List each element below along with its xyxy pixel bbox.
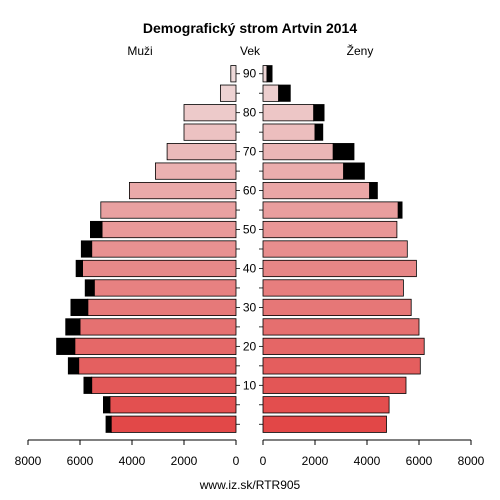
female-label: Ženy bbox=[347, 43, 374, 58]
female-excess-55-59 bbox=[397, 201, 403, 219]
male-label: Muži bbox=[127, 44, 152, 58]
age-tick-label: 30 bbox=[243, 300, 257, 314]
female-bar-25-29 bbox=[262, 318, 420, 336]
female-bars bbox=[262, 65, 425, 433]
male-bar-70-74 bbox=[166, 143, 237, 161]
male-excess-5-9 bbox=[103, 396, 111, 414]
source-footer: www.iz.sk/RTR905 bbox=[199, 478, 301, 492]
male-excess-10-14 bbox=[83, 376, 93, 394]
male-bar-60-64 bbox=[128, 181, 237, 200]
male-excess-0-4 bbox=[105, 415, 112, 433]
female-x-tick-label: 2000 bbox=[302, 454, 329, 468]
age-tick-label: 40 bbox=[243, 261, 257, 275]
male-bar-90+ bbox=[230, 65, 237, 83]
female-x-tick-label: 6000 bbox=[406, 454, 433, 468]
age-tick-label: 20 bbox=[243, 339, 257, 353]
male-bar-85-89 bbox=[219, 84, 237, 102]
female-bar-90+ bbox=[262, 65, 268, 83]
female-x-axis: 0 2000 4000 6000 8000 bbox=[260, 439, 485, 468]
male-x-tick-label: 4000 bbox=[119, 454, 146, 468]
male-bar-20-24 bbox=[74, 337, 237, 355]
male-x-tick-label: 2000 bbox=[171, 454, 198, 468]
female-bar-60-64 bbox=[262, 181, 370, 200]
female-bar-10-14 bbox=[262, 376, 407, 394]
male-excess-50-54 bbox=[90, 220, 103, 239]
male-x-axis: 0 2000 4000 6000 8000 bbox=[15, 439, 240, 468]
male-excess-20-24 bbox=[56, 337, 76, 355]
male-bar-30-34 bbox=[87, 298, 237, 316]
male-excess-40-44 bbox=[75, 259, 83, 278]
male-excess-45-49 bbox=[80, 240, 93, 258]
age-tick-label: 60 bbox=[243, 184, 257, 198]
male-bars bbox=[56, 65, 237, 433]
female-bar-70-74 bbox=[262, 143, 334, 161]
male-bar-50-54 bbox=[101, 220, 237, 239]
female-excess-80-84 bbox=[313, 104, 325, 122]
male-excess-35-39 bbox=[84, 279, 95, 297]
female-bar-5-9 bbox=[262, 396, 390, 414]
female-excess-60-64 bbox=[369, 181, 378, 200]
female-bar-45-49 bbox=[262, 240, 408, 258]
age-tick-label: 50 bbox=[243, 223, 257, 237]
female-bar-30-34 bbox=[262, 298, 412, 316]
female-bar-15-19 bbox=[262, 357, 421, 375]
female-bar-65-69 bbox=[262, 162, 344, 180]
female-excess-75-79 bbox=[314, 123, 324, 141]
male-bar-45-49 bbox=[91, 240, 237, 258]
age-tick-label: 90 bbox=[243, 67, 257, 81]
female-bar-40-44 bbox=[262, 259, 417, 278]
male-bar-35-39 bbox=[93, 279, 237, 297]
chart-title: Demografický strom Artvin 2014 bbox=[143, 20, 357, 36]
male-bar-5-9 bbox=[109, 396, 237, 414]
age-tick-label: 70 bbox=[243, 145, 257, 159]
female-excess-70-74 bbox=[332, 143, 355, 161]
male-x-tick-label: 8000 bbox=[15, 454, 42, 468]
female-x-tick-label: 4000 bbox=[354, 454, 381, 468]
female-bar-35-39 bbox=[262, 279, 404, 297]
age-axis: 10 20 30 40 50 60 70 80 90 bbox=[236, 67, 263, 425]
male-bar-25-29 bbox=[79, 318, 237, 336]
male-bar-0-4 bbox=[110, 415, 237, 433]
female-bar-20-24 bbox=[262, 337, 425, 355]
female-bar-85-89 bbox=[262, 84, 280, 102]
female-x-tick-label: 8000 bbox=[458, 454, 485, 468]
male-bar-10-14 bbox=[91, 376, 237, 394]
female-excess-90+ bbox=[266, 65, 273, 83]
male-bar-75-79 bbox=[183, 123, 237, 141]
male-bar-40-44 bbox=[82, 259, 237, 278]
female-x-tick-label: 0 bbox=[260, 454, 267, 468]
male-bar-80-84 bbox=[183, 104, 237, 122]
female-excess-85-89 bbox=[278, 84, 291, 102]
female-bar-50-54 bbox=[262, 220, 398, 239]
age-label: Vek bbox=[240, 44, 261, 58]
age-tick-label: 80 bbox=[243, 106, 257, 120]
female-bar-0-4 bbox=[262, 415, 387, 433]
male-x-tick-label: 6000 bbox=[67, 454, 94, 468]
male-bar-65-69 bbox=[154, 162, 237, 180]
female-bar-75-79 bbox=[262, 123, 316, 141]
male-bar-55-59 bbox=[100, 201, 237, 219]
male-excess-15-19 bbox=[67, 357, 80, 375]
male-excess-25-29 bbox=[65, 318, 81, 336]
female-excess-65-69 bbox=[343, 162, 365, 180]
age-tick-label: 10 bbox=[243, 378, 257, 392]
male-x-tick-label: 0 bbox=[233, 454, 240, 468]
female-bar-55-59 bbox=[262, 201, 399, 219]
male-bar-15-19 bbox=[78, 357, 237, 375]
female-bar-80-84 bbox=[262, 104, 315, 122]
male-excess-30-34 bbox=[70, 298, 89, 316]
